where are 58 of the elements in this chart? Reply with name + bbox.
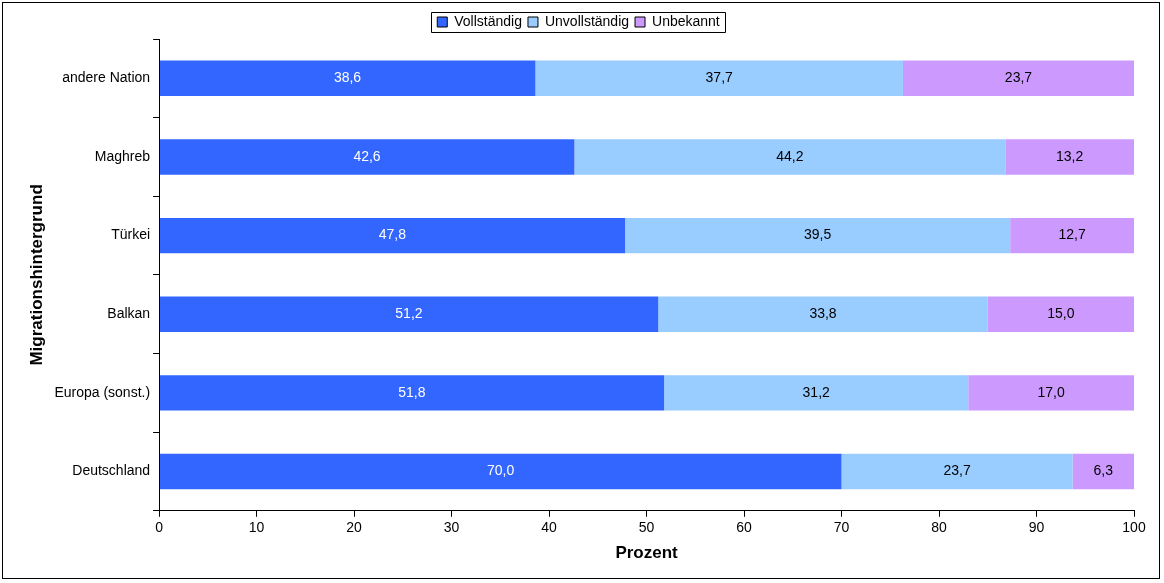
x-tick-label: 60 [736, 519, 753, 536]
data-label: 13,2 [1056, 147, 1084, 164]
data-label: 6,3 [1093, 462, 1114, 479]
x-tick-label: 100 [1122, 519, 1146, 536]
x-tick-label: 20 [346, 519, 363, 536]
bar [159, 139, 575, 175]
data-label: 37,7 [705, 69, 734, 86]
y-tick-label: Türkei [111, 226, 151, 243]
legend-label: Vollständig [454, 12, 522, 29]
bar [1072, 453, 1134, 490]
legend-label: Unvollständig [544, 12, 630, 29]
bar [1005, 139, 1134, 175]
bar [159, 453, 842, 490]
bar [658, 296, 988, 332]
bar [159, 60, 536, 97]
y-tick-label: Deutschland [72, 462, 151, 479]
x-tick-label: 80 [931, 519, 948, 536]
data-label: 33,8 [809, 305, 837, 322]
y-tick-label: Balkan [107, 305, 151, 322]
bar [159, 296, 659, 332]
x-tick-label: 90 [1028, 519, 1045, 536]
data-label: 42,6 [353, 147, 381, 164]
bar [159, 217, 626, 254]
bar [902, 60, 1134, 97]
data-label: 44,2 [776, 147, 804, 164]
y-tick-label: Maghreb [94, 147, 151, 164]
data-label: 38,6 [333, 69, 362, 86]
bar [625, 217, 1011, 254]
data-label: 23,7 [1004, 69, 1033, 86]
y-axis-title: Migrationshintergrund [26, 184, 46, 366]
x-axis-title: Prozent [615, 543, 679, 563]
bar [1010, 217, 1134, 254]
x-tick-label: 10 [248, 519, 265, 536]
data-label: 70,0 [486, 462, 515, 479]
bar [159, 375, 665, 411]
y-tick-label: andere Nation [62, 69, 151, 86]
x-tick-label: 40 [541, 519, 558, 536]
y-tick-label: Europa (sonst.) [54, 383, 151, 400]
bar [987, 296, 1134, 332]
data-label: 23,7 [943, 462, 971, 479]
data-label: 15,0 [1047, 305, 1075, 322]
x-tick-label: 30 [443, 519, 460, 536]
data-label: 31,2 [802, 383, 831, 400]
bar [535, 60, 903, 97]
data-label: 17,0 [1037, 383, 1065, 400]
data-label: 51,2 [395, 305, 423, 322]
legend-label: Unbekannt [652, 12, 720, 29]
x-tick-label: 0 [155, 519, 164, 536]
data-label: 12,7 [1058, 226, 1086, 243]
data-label: 51,8 [398, 383, 426, 400]
bar [574, 139, 1006, 175]
x-tick-label: 70 [833, 519, 850, 536]
bar [664, 375, 969, 411]
bar [841, 453, 1073, 490]
bar [968, 375, 1134, 411]
data-label: 39,5 [804, 226, 832, 243]
data-label: 47,8 [378, 226, 407, 243]
x-tick-label: 50 [638, 519, 655, 536]
